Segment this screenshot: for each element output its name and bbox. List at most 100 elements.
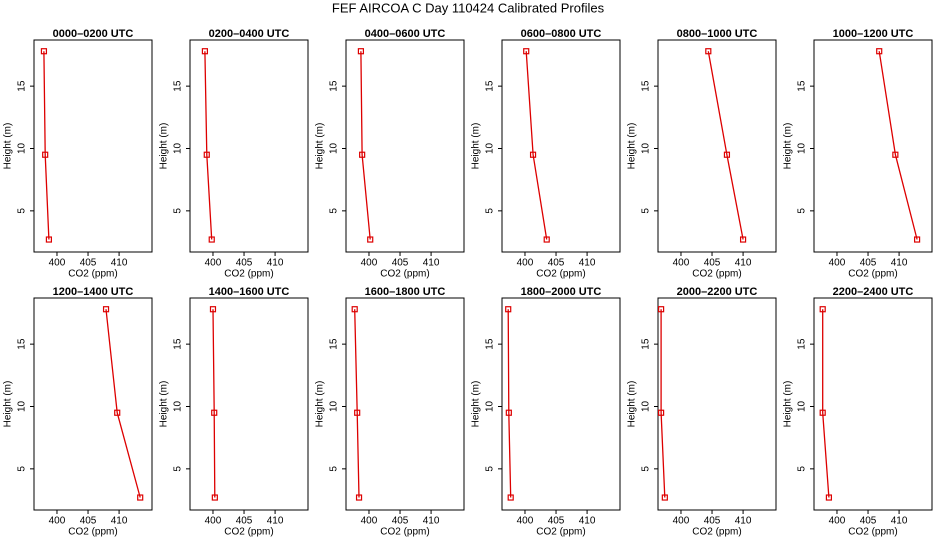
x-tick-label: 400 — [205, 516, 222, 527]
x-tick-label: 410 — [111, 516, 128, 527]
y-tick-label: 5 — [797, 466, 808, 472]
panel: 1400–1600 UTC 400 405 410 5 10 15 CO2 (ppm) Heig… — [159, 286, 309, 538]
x-tick-label: 405 — [236, 516, 253, 527]
y-tick-label: 15 — [797, 80, 808, 92]
x-tick-label: 410 — [111, 258, 128, 269]
plot-frame — [345, 297, 465, 511]
panel: 0200–0400 UTC 400 405 410 5 10 15 CO2 (ppm) Heig… — [159, 28, 309, 280]
y-tick-label: 15 — [485, 338, 496, 350]
x-tick-label: 405 — [236, 258, 253, 269]
point-marker — [211, 409, 218, 416]
panel: 2000–2200 UTC 400 405 410 5 10 15 CO2 (ppm) Heig… — [627, 286, 777, 538]
x-axis-label: CO2 (ppm) — [692, 527, 741, 538]
plot-frame — [501, 297, 621, 511]
y-tick-label: 5 — [173, 208, 184, 214]
panel: 0000–0200 UTC 400 405 410 5 10 15 CO2 (ppm) Heig… — [3, 28, 153, 280]
plot-frame — [189, 297, 309, 511]
x-tick-label: 400 — [49, 516, 66, 527]
y-axis-label: Height (m) — [627, 381, 638, 428]
x-tick-label: 410 — [891, 516, 908, 527]
y-tick-label: 5 — [173, 466, 184, 472]
profile-line — [660, 309, 666, 498]
point-marker — [705, 48, 712, 55]
y-tick-label: 10 — [173, 142, 184, 154]
point-marker — [819, 409, 826, 416]
panel-title: 0000–0200 UTC — [53, 28, 134, 40]
point-marker — [523, 48, 530, 55]
x-tick-label: 400 — [361, 516, 378, 527]
y-tick-label: 10 — [329, 142, 340, 154]
point-marker — [114, 409, 121, 416]
panel: 0800–1000 UTC 400 405 410 5 10 15 CO2 (ppm) Heig… — [627, 28, 777, 280]
x-tick-label: 405 — [860, 258, 877, 269]
panel-title: 2200–2400 UTC — [833, 286, 914, 298]
panel-title: 0200–0400 UTC — [209, 28, 290, 40]
profile-line — [354, 309, 360, 498]
profile-line — [878, 51, 918, 240]
point-marker — [211, 494, 218, 501]
profile-line — [212, 309, 216, 498]
y-tick-label: 10 — [797, 400, 808, 412]
y-tick-label: 5 — [485, 208, 496, 214]
y-axis-label: Height (m) — [471, 381, 482, 428]
x-tick-label: 400 — [673, 258, 690, 269]
profile-line — [360, 51, 371, 240]
point-marker — [203, 151, 210, 158]
y-tick-label: 5 — [641, 208, 652, 214]
x-tick-label: 405 — [548, 516, 565, 527]
point-marker — [40, 48, 48, 55]
x-tick-label: 405 — [704, 258, 721, 269]
y-tick-label: 10 — [485, 142, 496, 154]
x-tick-label: 405 — [548, 258, 565, 269]
x-tick-label: 410 — [579, 516, 596, 527]
y-tick-label: 15 — [641, 338, 652, 350]
point-marker — [819, 306, 826, 313]
point-marker — [661, 494, 668, 501]
point-marker — [739, 236, 747, 243]
y-tick-label: 15 — [641, 80, 652, 92]
x-tick-label: 405 — [392, 258, 409, 269]
x-tick-label: 405 — [392, 516, 409, 527]
panel: 1600–1800 UTC 400 405 410 5 10 15 CO2 (ppm) Heig… — [315, 286, 465, 538]
plot-frame — [345, 39, 465, 253]
plot-frame — [813, 297, 933, 511]
plot-frame — [657, 297, 777, 511]
panel: 1000–1200 UTC 400 405 410 5 10 15 CO2 (ppm) Heig… — [783, 28, 933, 280]
x-axis-label: CO2 (ppm) — [380, 527, 429, 538]
point-marker — [208, 236, 215, 243]
x-tick-label: 405 — [80, 258, 97, 269]
profile-line — [507, 309, 512, 498]
panel-title: 1000–1200 UTC — [833, 28, 914, 40]
x-axis-label: CO2 (ppm) — [68, 269, 117, 280]
y-tick-label: 5 — [17, 466, 28, 472]
x-tick-label: 410 — [423, 258, 440, 269]
point-marker — [913, 236, 921, 243]
y-tick-label: 10 — [17, 400, 28, 412]
point-marker — [359, 151, 366, 158]
y-tick-label: 15 — [173, 80, 184, 92]
panel-title: 1400–1600 UTC — [209, 286, 290, 298]
y-tick-label: 15 — [797, 338, 808, 350]
y-tick-label: 5 — [329, 466, 340, 472]
y-tick-label: 15 — [329, 338, 340, 350]
y-tick-label: 10 — [17, 142, 28, 154]
x-tick-label: 410 — [579, 258, 596, 269]
panel: 1800–2000 UTC 400 405 410 5 10 15 CO2 (ppm) Heig… — [471, 286, 621, 538]
y-axis-label: Height (m) — [783, 123, 794, 170]
profile-line — [525, 51, 548, 240]
panel-title: 0800–1000 UTC — [677, 28, 758, 40]
y-tick-label: 15 — [329, 80, 340, 92]
profile-line — [822, 309, 830, 498]
x-tick-label: 410 — [267, 258, 284, 269]
y-axis-label: Height (m) — [3, 381, 14, 428]
point-marker — [209, 306, 217, 313]
x-axis-label: CO2 (ppm) — [848, 527, 897, 538]
point-marker — [355, 494, 363, 501]
y-tick-label: 5 — [17, 208, 28, 214]
x-tick-label: 400 — [829, 516, 846, 527]
y-axis-label: Height (m) — [159, 381, 170, 428]
point-marker — [543, 236, 550, 243]
y-axis-label: Height (m) — [315, 381, 326, 428]
point-marker — [201, 48, 209, 55]
